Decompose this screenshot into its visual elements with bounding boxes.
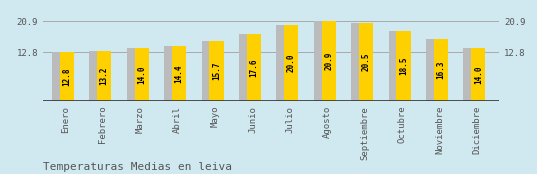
Bar [434, 39, 448, 101]
Bar [396, 31, 411, 101]
Bar [471, 48, 485, 101]
Text: 20.5: 20.5 [361, 53, 371, 71]
Text: Temperaturas Medias en leiva: Temperaturas Medias en leiva [43, 162, 232, 172]
Bar [359, 23, 373, 101]
Text: 16.3: 16.3 [437, 61, 446, 79]
Bar [322, 21, 336, 101]
Bar [164, 46, 178, 101]
Bar [351, 23, 366, 101]
Bar [463, 48, 478, 101]
Text: 17.6: 17.6 [249, 58, 258, 77]
Text: 15.7: 15.7 [212, 62, 221, 80]
Bar [97, 51, 111, 101]
Text: 14.0: 14.0 [137, 65, 146, 84]
Bar [389, 31, 403, 101]
Text: 18.5: 18.5 [399, 57, 408, 75]
Text: 14.0: 14.0 [474, 65, 483, 84]
Bar [314, 21, 328, 101]
Text: 14.4: 14.4 [175, 64, 184, 83]
Bar [127, 48, 141, 101]
Text: 20.0: 20.0 [287, 54, 296, 72]
Bar [201, 41, 216, 101]
Text: 20.9: 20.9 [324, 52, 333, 70]
Text: 13.2: 13.2 [100, 67, 109, 85]
Bar [239, 34, 253, 101]
Bar [60, 52, 74, 101]
Bar [426, 39, 440, 101]
Bar [284, 25, 299, 101]
Bar [247, 34, 261, 101]
Bar [209, 41, 223, 101]
Bar [52, 52, 66, 101]
Text: 12.8: 12.8 [62, 67, 71, 86]
Bar [172, 46, 186, 101]
Bar [135, 48, 149, 101]
Bar [277, 25, 291, 101]
Bar [89, 51, 104, 101]
